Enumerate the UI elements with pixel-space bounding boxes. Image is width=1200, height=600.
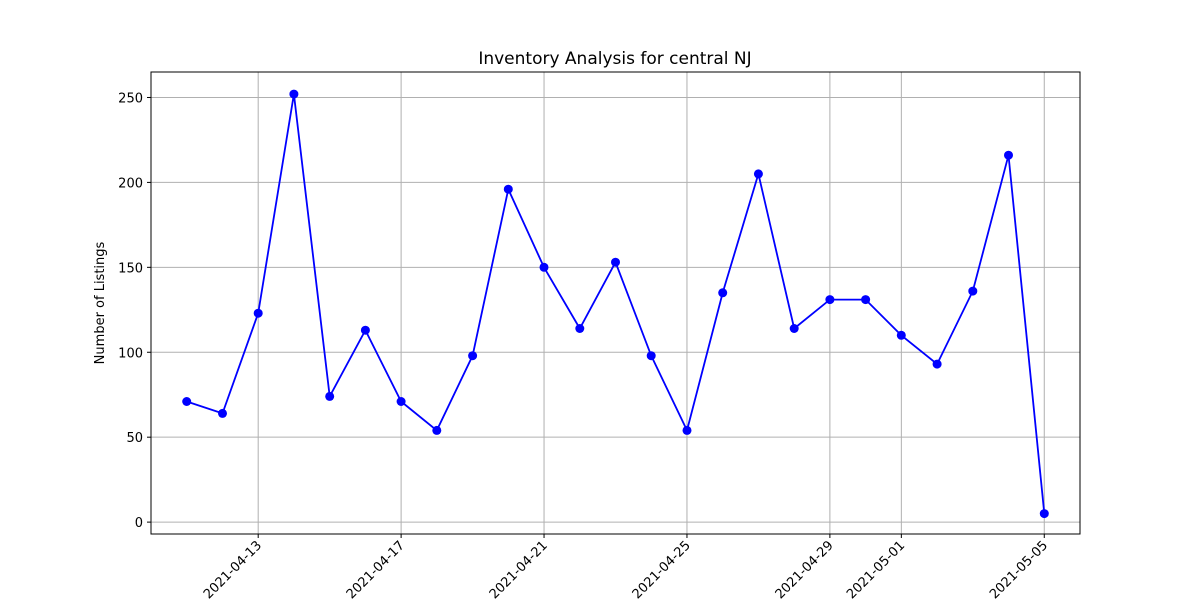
data-point	[575, 324, 585, 333]
data-point	[289, 89, 299, 99]
data-point	[932, 359, 942, 369]
data-point	[753, 169, 763, 179]
plot-frame	[150, 71, 1081, 535]
data-point	[396, 397, 406, 406]
data-point	[646, 351, 656, 361]
x-tick-label: 2021-05-05	[987, 538, 1051, 600]
y-tick-label: 0	[135, 516, 143, 531]
data-point	[432, 425, 442, 435]
chart-title: Inventory Analysis for central NJ	[478, 49, 751, 69]
series-layer	[182, 89, 1049, 519]
data-point	[611, 257, 620, 267]
data-point	[468, 351, 478, 361]
x-tick-label: 2021-04-25	[630, 538, 694, 600]
data-point	[253, 308, 263, 318]
x-tick-label: 2021-05-01	[844, 538, 908, 600]
x-tick-label: 2021-04-13	[201, 538, 265, 600]
data-point	[896, 330, 906, 340]
data-point	[1004, 150, 1013, 160]
y-tick-label: 50	[126, 431, 143, 446]
data-point	[325, 391, 335, 401]
y-tick-label: 200	[118, 176, 143, 191]
data-point	[718, 288, 728, 298]
x-tick-label: 2021-04-29	[773, 538, 837, 600]
data-point	[789, 324, 799, 333]
data-point	[182, 397, 192, 406]
data-point	[218, 408, 227, 418]
data-point	[539, 262, 549, 272]
y-tick-label: 150	[118, 261, 143, 276]
data-point	[503, 184, 513, 194]
series-line	[186, 93, 1046, 514]
y-tick-label: 250	[118, 91, 143, 106]
x-tick-label: 2021-04-21	[487, 538, 551, 600]
data-point	[682, 425, 692, 435]
data-point	[825, 295, 835, 305]
data-point	[1039, 509, 1049, 519]
data-point	[968, 286, 978, 296]
y-axis-label: Number of Listings	[93, 241, 108, 364]
grid	[151, 72, 1080, 534]
data-point	[360, 325, 370, 335]
y-tick-label: 100	[118, 346, 143, 361]
data-point	[861, 295, 871, 305]
x-tick-label: 2021-04-17	[344, 538, 408, 600]
